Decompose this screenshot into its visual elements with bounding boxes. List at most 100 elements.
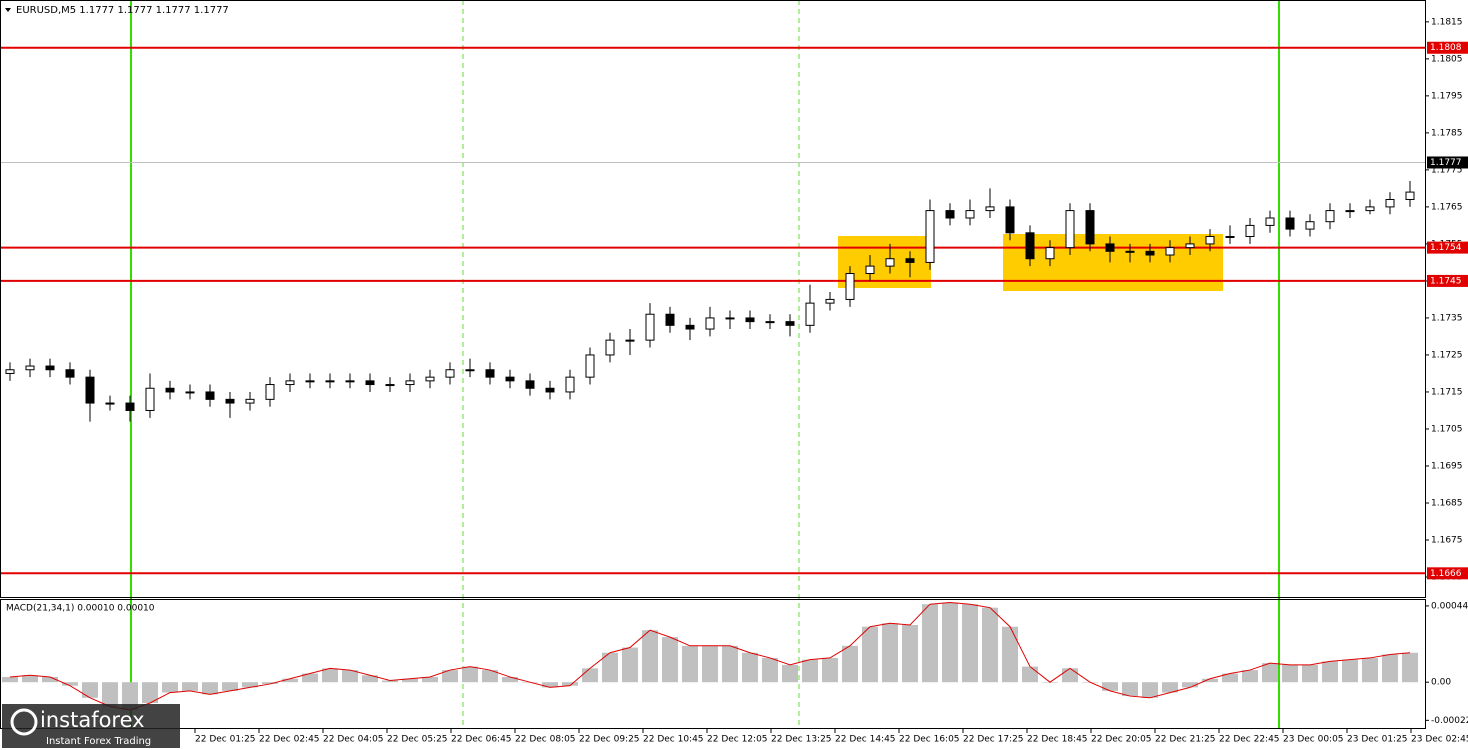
macd-bar: [1102, 682, 1118, 691]
macd-bar: [662, 637, 678, 683]
macd-bar: [1362, 657, 1378, 683]
x-tick-label: 22 Dec 04:05: [323, 735, 384, 745]
level-label: 1.1754: [1430, 243, 1462, 253]
level-tag: [1427, 567, 1468, 580]
x-tick-label: 22 Dec 20:05: [1091, 735, 1152, 745]
macd-bar: [402, 678, 418, 683]
candle-body: [1005, 206, 1015, 234]
x-tick-label: 22 Dec 08:05: [515, 735, 576, 745]
macd-bar: [1162, 682, 1178, 693]
macd-bar: [262, 682, 278, 684]
candle-body: [825, 298, 835, 304]
candle-body: [25, 365, 35, 371]
macd-bar: [782, 664, 798, 683]
x-tick-label: 22 Dec 05:25: [387, 735, 448, 745]
y-tick-label: 1.1765: [1431, 202, 1463, 212]
candle-body: [345, 380, 355, 383]
macd-bar: [62, 682, 78, 686]
candle-body: [1065, 210, 1075, 249]
macd-bar: [182, 682, 198, 691]
candle-body: [1285, 217, 1295, 230]
x-tick-label: 23 Dec 02:45: [1411, 735, 1468, 745]
candle-body: [1185, 243, 1195, 249]
y-tick-label: 0.00044: [1431, 601, 1468, 611]
macd-bar: [1142, 682, 1158, 698]
y-tick-label: 1.1785: [1431, 128, 1463, 138]
candle-body: [605, 339, 615, 356]
logo-tagline: Instant Forex Trading: [46, 736, 151, 747]
candle-body: [765, 321, 775, 324]
pane-border: [0, 599, 1426, 729]
macd-bar: [1382, 654, 1398, 683]
candle-body: [1225, 236, 1235, 239]
level-label: 1.1808: [1430, 43, 1462, 53]
macd-bar: [162, 682, 178, 693]
candle-body: [525, 380, 535, 389]
price-tag: [1427, 156, 1468, 169]
macd-bar: [422, 677, 438, 683]
candle-body: [625, 339, 635, 342]
candle-body: [205, 391, 215, 400]
y-tick-label: 1.1675: [1431, 536, 1463, 546]
macd-bar: [42, 677, 58, 683]
macd-bar: [942, 602, 958, 683]
macd-bar: [362, 675, 378, 683]
macd-bar: [1262, 663, 1278, 683]
candle-body: [325, 380, 335, 383]
indicator-name: MACD(21,34,1) 0.00010 0.00010: [6, 604, 155, 614]
candle-body: [965, 210, 975, 219]
logo: instaforex Instant Forex Trading: [2, 704, 180, 748]
y-tick-label: 1.1815: [1431, 17, 1463, 27]
candle-body: [1105, 243, 1115, 252]
level-tag: [1427, 41, 1468, 54]
candle-body: [925, 210, 935, 263]
candle-body: [145, 387, 155, 411]
price-axis: 1.1815 1.1805 1.1795 1.1785 1.1775 1.1765 1.17…: [1425, 17, 1468, 726]
candle-body: [465, 369, 475, 372]
session-lines: [130, 0, 1280, 729]
macd-bar: [1402, 652, 1418, 683]
macd-bar: [682, 645, 698, 683]
x-tick-label: 22 Dec 01:25: [195, 735, 256, 745]
candle-body: [1165, 247, 1175, 256]
level-label: 1.1745: [1430, 276, 1462, 286]
macd-bar: [462, 666, 478, 683]
macd-bar: [1062, 668, 1078, 683]
x-tick-label: 22 Dec 10:45: [643, 735, 704, 745]
y-tick-label: 1.1705: [1431, 424, 1463, 434]
macd-bar: [1002, 626, 1018, 683]
candle-body: [1145, 250, 1155, 256]
macd-bar: [482, 670, 498, 683]
menu-arrow[interactable]: [5, 8, 11, 12]
candle-body: [65, 369, 75, 378]
time-axis: 22 Dec 01:25 22 Dec 02:45 22 Dec 04:05 22 D…: [194, 729, 1468, 745]
macd-bar: [1222, 673, 1238, 683]
candle-body: [705, 317, 715, 330]
x-tick-label: 22 Dec 21:25: [1155, 735, 1216, 745]
candle-body: [245, 398, 255, 404]
y-tick-label: 0.00: [1431, 678, 1451, 688]
candle-body: [285, 380, 295, 386]
y-tick-label: 1.1795: [1431, 91, 1463, 101]
macd-bar: [322, 668, 338, 683]
macd-bar: [1282, 664, 1298, 683]
macd-bar: [1242, 670, 1258, 683]
candle-body: [725, 317, 735, 320]
candle-body: [45, 365, 55, 371]
pane-border: [0, 0, 1426, 598]
y-tick-label: 1.1725: [1431, 350, 1463, 360]
candle-body: [585, 354, 595, 378]
macd-pane: MACD(21,34,1) 0.00010 0.00010: [2, 601, 1418, 711]
x-tick-label: 22 Dec 06:45: [451, 735, 512, 745]
y-tick-label: 1.1775: [1431, 165, 1463, 175]
macd-bar: [1302, 664, 1318, 683]
macd-bar: [442, 670, 458, 683]
macd-bar: [202, 682, 218, 695]
y-tick-label: -0.00022: [1431, 716, 1468, 726]
candle-body: [745, 317, 755, 323]
macd-bar: [862, 626, 878, 683]
macd-bar: [582, 668, 598, 683]
candle-body: [445, 369, 455, 378]
